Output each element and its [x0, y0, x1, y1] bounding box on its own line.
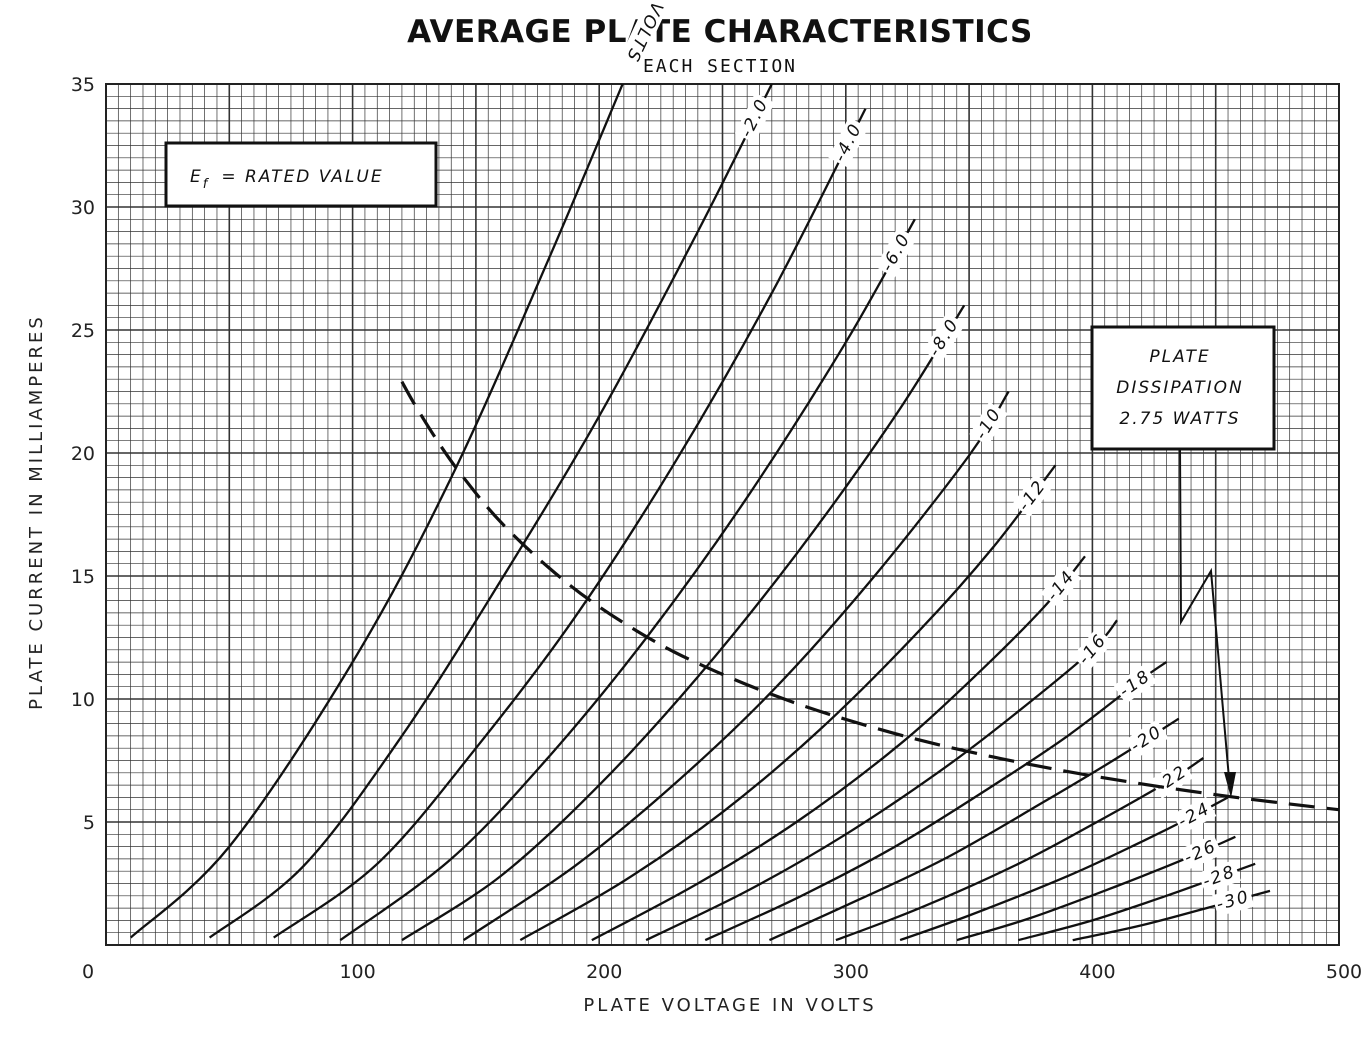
- curve-label-group: -8.0: [922, 312, 966, 363]
- y-tick-label: 5: [83, 812, 95, 834]
- bias-curve: [339, 218, 916, 942]
- dissipation-arrowhead: [1224, 772, 1236, 798]
- x-tick-label: 500: [1326, 961, 1362, 983]
- dissipation-curve: [400, 380, 1339, 812]
- y-tick-label: 30: [71, 197, 95, 219]
- curve-label-group: -2.0: [734, 92, 775, 144]
- dissipation-line-1: PLATE: [1149, 347, 1210, 367]
- bias-curve: [768, 717, 1180, 942]
- chart-title: AVERAGE PLATE CHARACTERISTICS: [407, 14, 1033, 50]
- plate-dissipation-note: PLATE DISSIPATION 2.75 WATTS: [1090, 325, 1276, 798]
- y-tick-label: 15: [71, 566, 95, 588]
- y-tick-labels: 5 10 15 20 25 30 35: [71, 74, 95, 834]
- curve-label-group: -6.0: [875, 227, 917, 278]
- curve-label-background: [1012, 473, 1053, 518]
- curve-label: -2.0: [737, 95, 773, 141]
- y-tick-label: 20: [71, 443, 95, 465]
- filament-symbol: E: [190, 167, 203, 187]
- curve-label-group: -28: [1197, 860, 1241, 894]
- dissipation-note-box: [1090, 325, 1276, 451]
- curve-label-background: [734, 92, 775, 144]
- filament-note-value: = RATED VALUE: [221, 167, 383, 187]
- curve-label-background: [875, 227, 917, 278]
- x-tick-labels: 0 100 200 300 400 500: [82, 961, 1362, 983]
- y-tick-label: 35: [71, 74, 95, 96]
- filament-voltage-note: Ef = RATED VALUE: [164, 141, 438, 208]
- curve-label-background: [1040, 564, 1082, 608]
- curve-label-group: -10: [969, 401, 1008, 446]
- filament-subscript: f: [203, 177, 210, 192]
- bias-curve: [591, 555, 1086, 942]
- y-tick-label: 10: [71, 689, 95, 711]
- curve-label-group: -30: [1212, 885, 1255, 917]
- curve-label-background: [1212, 885, 1255, 917]
- grid: [106, 84, 1339, 945]
- dissipation-line-2: DISSIPATION: [1116, 378, 1243, 398]
- curve-label-background: [922, 312, 966, 363]
- x-tick-label: 400: [1079, 961, 1115, 983]
- curve-label-group: -18: [1113, 664, 1157, 704]
- curve-label-background: [1124, 719, 1169, 759]
- curve-label-background: [619, 0, 701, 68]
- curve-label-background: [969, 401, 1008, 446]
- x-axis-label: PLATE VOLTAGE IN VOLTS: [583, 995, 876, 1016]
- filament-note-text: Ef = RATED VALUE: [190, 167, 384, 192]
- filament-note-box: [164, 141, 438, 208]
- curve-label-group: -22: [1149, 759, 1194, 799]
- curve-label-background: [1149, 759, 1194, 799]
- curve-label-group: -24: [1172, 796, 1217, 834]
- bias-curve: [462, 390, 1010, 942]
- grid-bias-curves: [129, 84, 1271, 942]
- dissipation-line-3: 2.75 WATTS: [1119, 409, 1240, 429]
- bias-curve: [401, 304, 966, 942]
- curve-label: -4.0: [830, 120, 866, 166]
- plot-frame: [105, 83, 1340, 946]
- y-axis-label: PLATE CURRENT IN MILLIAMPERES: [26, 314, 47, 710]
- curve-label-background: [1197, 860, 1241, 894]
- curve-label-group: -4.0: [828, 117, 869, 168]
- x-tick-label: 200: [586, 961, 622, 983]
- plate-dissipation-curve: [400, 380, 1339, 812]
- curve-label: -28: [1200, 862, 1239, 892]
- chart-subtitle: EACH SECTION: [643, 56, 797, 77]
- curve-label-background: [828, 117, 869, 168]
- curve-label-background: [1072, 627, 1114, 671]
- curve-labels: Ec = 0 VOLTS-2.0-4.0-6.0-8.0-10-12-14-16…: [619, 0, 1255, 917]
- x-tick-label: 100: [339, 961, 375, 983]
- bias-curve: [129, 84, 624, 939]
- curve-label-background: [1113, 664, 1157, 704]
- x-tick-label: 300: [833, 961, 869, 983]
- curve-label: -30: [1214, 887, 1252, 915]
- x-tick-label: 0: [82, 961, 94, 983]
- bias-curve: [519, 464, 1057, 942]
- curve-label-background: [1178, 834, 1223, 870]
- bias-curve: [208, 84, 773, 939]
- y-tick-label: 25: [71, 320, 95, 342]
- dissipation-leader-line: [1179, 448, 1231, 791]
- bias-curve: [704, 661, 1168, 942]
- curve-label-background: [1172, 796, 1217, 834]
- curve-label-group: -20: [1124, 719, 1169, 759]
